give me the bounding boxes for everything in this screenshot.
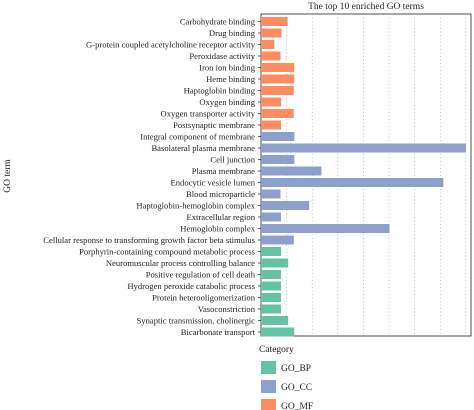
bar — [261, 17, 288, 26]
bar — [261, 270, 281, 279]
y-tick-label: Iron ion binding — [199, 63, 256, 73]
y-tick-label: Postsynaptic membrane — [173, 120, 255, 130]
bar — [261, 143, 466, 153]
y-tick-label: G-protein coupled acetylcholine receptor… — [86, 40, 256, 50]
y-tick-label: Cellular response to transforming growth… — [43, 235, 255, 245]
y-tick-label: Oxygen transporter activity — [160, 109, 255, 119]
legend-title: Category — [259, 345, 294, 355]
y-tick-label: Extracellular region — [187, 212, 256, 222]
legend-swatch — [261, 380, 276, 393]
y-tick-label: Plasma membrane — [192, 166, 255, 176]
y-tick-label: Basolateral plasma membrane — [151, 143, 255, 153]
bar — [261, 316, 289, 325]
bar — [261, 40, 275, 49]
bar — [261, 120, 281, 130]
y-tick-label: Haptoglobin-hemoglobin complex — [136, 201, 255, 211]
bar — [261, 178, 444, 187]
y-tick-label: Neuromuscular process controlling balanc… — [106, 258, 255, 268]
bar — [261, 86, 294, 95]
y-axis-label: GO term — [3, 159, 13, 193]
legend: GO_BP GO_CC GO_MF — [261, 361, 313, 410]
bar — [261, 97, 281, 107]
bar — [261, 258, 289, 268]
y-tick-label: Protein heterooligomerization — [152, 293, 256, 303]
y-tick-label: Porphyrin-containing compound metabolic … — [79, 247, 256, 257]
bar — [261, 28, 282, 38]
bar — [261, 132, 295, 141]
bar — [261, 166, 322, 176]
bar — [261, 51, 281, 61]
bar — [261, 109, 294, 118]
bar — [261, 235, 294, 245]
y-tick-label: Integral component of membrane — [140, 132, 255, 142]
chart-title: The top 10 enriched GO terms — [308, 2, 424, 12]
y-tick-label: Oxygen binding — [199, 97, 255, 107]
legend-label: GO_CC — [281, 383, 312, 393]
legend-swatch — [261, 399, 276, 410]
bar — [261, 247, 281, 256]
bar — [261, 201, 310, 210]
y-tick-label: Hemoglobin complex — [180, 224, 255, 234]
bar — [261, 293, 281, 302]
y-tick-label: Vasoconstriction — [198, 304, 256, 314]
y-tick-label: Bicarbonate transport — [181, 327, 256, 337]
bar — [261, 74, 295, 84]
y-tick-label: Hydrogen peroxide catabolic process — [127, 281, 255, 291]
bar — [261, 63, 295, 72]
y-tick-label: Peroxidase activity — [189, 51, 255, 61]
bar — [261, 212, 281, 222]
y-tick-label: Cell junction — [210, 155, 255, 165]
legend-swatch — [261, 361, 276, 374]
bar — [261, 189, 281, 199]
bar — [261, 304, 281, 314]
y-tick-label: Positive regulation of cell death — [146, 270, 256, 280]
y-tick-label: Carbohydrate binding — [180, 17, 256, 27]
y-tick-label: Heme binding — [206, 74, 256, 84]
y-tick-marks — [258, 21, 261, 333]
y-tick-label: Endocytic vesicle lumen — [171, 178, 256, 188]
bars — [261, 17, 466, 337]
bar — [261, 224, 390, 233]
y-tick-label: Haptoglobin binding — [184, 86, 256, 96]
bar — [261, 281, 281, 291]
y-tick-label: Synaptic transmission, cholinergic — [137, 316, 256, 326]
legend-label: GO_BP — [281, 364, 311, 374]
y-tick-label: Blood microparticle — [186, 189, 255, 199]
legend-label: GO_MF — [281, 402, 313, 410]
y-tick-label: Drug binding — [209, 28, 256, 38]
bar — [261, 155, 295, 164]
bar — [261, 327, 295, 337]
